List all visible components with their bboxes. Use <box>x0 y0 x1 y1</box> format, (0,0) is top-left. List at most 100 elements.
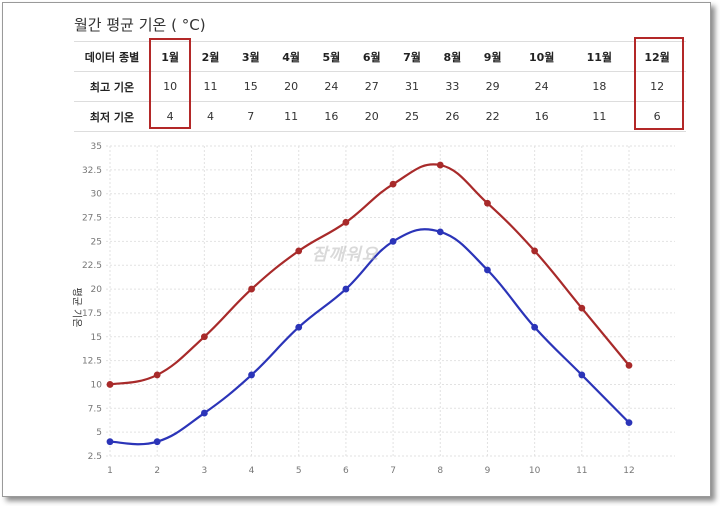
y-tick-label: 32.5 <box>82 166 102 176</box>
x-tick-label: 1 <box>107 466 113 476</box>
data-point <box>389 237 397 245</box>
data-point <box>578 304 586 312</box>
row-label-max: 최고 기온 <box>74 71 150 102</box>
month-header: 4월 <box>270 41 312 72</box>
page-title: 월간 평균 기온 ( °C) <box>74 16 206 34</box>
data-point <box>531 323 539 331</box>
month-header: 5월 <box>311 41 352 72</box>
temperature-table: 데이터 종별 1월 2월 3월 4월 5월 6월 7월 8월 9월 10월 11… <box>74 41 686 132</box>
series-line-0 <box>109 163 630 386</box>
x-tick-label: 6 <box>343 466 349 476</box>
data-point <box>625 361 633 369</box>
table-cell: 20 <box>270 71 312 102</box>
y-tick-label: 12.5 <box>82 357 102 367</box>
data-point <box>625 419 633 427</box>
month-header: 12월 <box>628 41 686 72</box>
data-point <box>200 409 208 417</box>
month-header: 3월 <box>230 41 271 72</box>
month-header: 2월 <box>190 41 231 72</box>
table-cell: 11 <box>190 71 231 102</box>
table-row: 최저 기온 4 4 7 11 16 20 25 26 22 16 11 6 <box>74 101 686 132</box>
table-header-row: 데이터 종별 1월 2월 3월 4월 5월 6월 7월 8월 9월 10월 11… <box>74 41 686 72</box>
y-tick-label: 30 <box>91 190 103 200</box>
table-cell: 4 <box>190 101 231 132</box>
data-point <box>436 228 444 236</box>
data-point <box>106 438 114 446</box>
table-cell: 4 <box>150 101 191 132</box>
y-tick-label: 2.5 <box>88 452 102 462</box>
y-tick-label: 22.5 <box>82 261 102 271</box>
y-tick-label: 17.5 <box>82 309 102 319</box>
table-cell: 33 <box>432 71 473 102</box>
data-point <box>389 180 397 188</box>
x-tick-label: 7 <box>390 466 396 476</box>
table-cell: 16 <box>512 101 571 132</box>
table-cell: 10 <box>150 71 191 102</box>
x-tick-label: 4 <box>249 466 255 476</box>
x-tick-label: 11 <box>576 466 587 476</box>
table-cell: 11 <box>270 101 312 132</box>
table-cell: 26 <box>432 101 473 132</box>
x-tick-label: 3 <box>201 466 207 476</box>
table-cell: 25 <box>391 101 433 132</box>
y-tick-label: 15 <box>91 333 102 343</box>
x-tick-label: 12 <box>623 466 634 476</box>
table-cell: 27 <box>351 71 392 102</box>
x-tick-label: 2 <box>154 466 160 476</box>
row-label-min: 최저 기온 <box>74 101 150 132</box>
table-cell: 15 <box>230 71 271 102</box>
month-header: 10월 <box>512 41 571 72</box>
table-cell: 22 <box>472 101 513 132</box>
table-cell: 11 <box>570 101 629 132</box>
data-point <box>200 333 208 341</box>
table-cell: 6 <box>628 101 686 132</box>
x-tick-label: 10 <box>529 466 541 476</box>
data-point <box>295 323 303 331</box>
data-point <box>153 438 161 446</box>
x-tick-label: 9 <box>485 466 491 476</box>
table-cell: 24 <box>311 71 352 102</box>
y-tick-label: 25 <box>91 237 102 247</box>
month-header: 1월 <box>150 41 191 72</box>
data-point <box>578 371 586 379</box>
y-axis-label: 평균 기온 <box>70 287 82 328</box>
data-point <box>484 266 491 274</box>
data-point <box>342 285 350 293</box>
table-cell: 7 <box>230 101 271 132</box>
y-tick-label: 27.5 <box>82 214 102 224</box>
table-cell: 12 <box>628 71 686 102</box>
table-cell: 18 <box>570 71 629 102</box>
y-tick-label: 7.5 <box>88 404 102 414</box>
month-header: 8월 <box>432 41 473 72</box>
y-tick-label: 10 <box>91 380 103 390</box>
table-cell: 29 <box>472 71 513 102</box>
table-cell: 16 <box>311 101 352 132</box>
month-header: 11월 <box>570 41 629 72</box>
table-cell: 31 <box>391 71 433 102</box>
data-point <box>248 285 255 293</box>
data-point <box>295 247 303 255</box>
y-tick-label: 5 <box>96 428 102 438</box>
data-point <box>531 247 539 255</box>
table-header-label: 데이터 종별 <box>74 41 150 72</box>
watermark: 잠깨워요 <box>312 245 379 265</box>
data-point <box>106 381 114 388</box>
highlight-box-december <box>634 37 684 130</box>
table-row: 최고 기온 10 11 15 20 24 27 31 33 29 24 18 1… <box>74 71 686 102</box>
data-point <box>342 218 350 226</box>
month-header: 7월 <box>391 41 433 72</box>
data-point <box>436 161 444 169</box>
table-cell: 20 <box>351 101 392 132</box>
month-header: 6월 <box>351 41 392 72</box>
data-point <box>248 371 255 379</box>
data-point <box>153 371 161 379</box>
data-point <box>484 199 491 207</box>
x-tick-label: 5 <box>296 466 302 476</box>
y-tick-label: 20 <box>91 285 103 295</box>
table-cell: 24 <box>512 71 571 102</box>
x-tick-label: 8 <box>437 466 443 476</box>
month-header: 9월 <box>472 41 513 72</box>
highlight-box-january <box>149 38 191 129</box>
y-tick-label: 35 <box>91 142 102 152</box>
